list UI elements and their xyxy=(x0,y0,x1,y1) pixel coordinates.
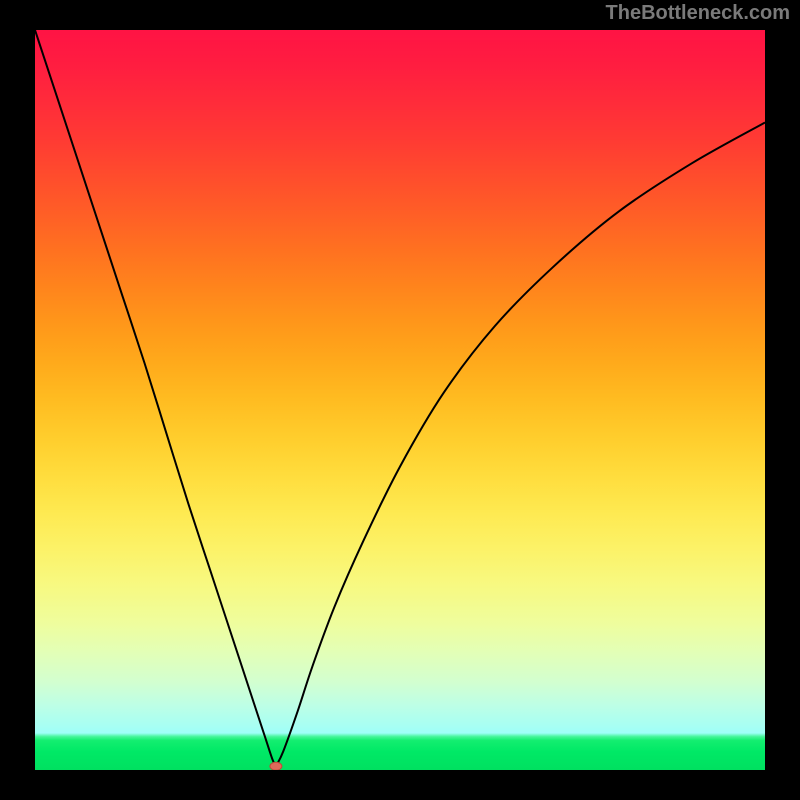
optimal-point-marker xyxy=(270,762,282,770)
curve-overlay xyxy=(35,30,765,770)
chart-container: TheBottleneck.com xyxy=(0,0,800,800)
plot-area xyxy=(35,30,765,770)
curve-right-branch xyxy=(276,123,765,767)
curve-left-branch xyxy=(35,30,276,766)
watermark-text: TheBottleneck.com xyxy=(606,2,790,25)
